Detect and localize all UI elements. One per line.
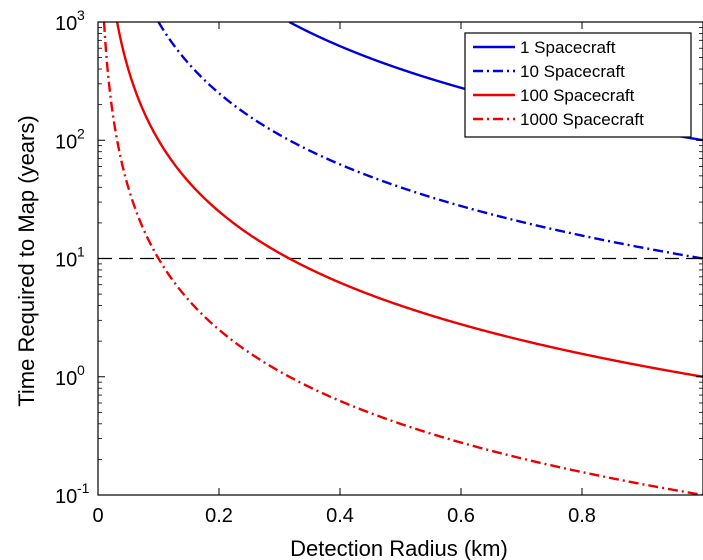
legend-label-3: 1000 Spacecraft: [520, 110, 644, 129]
x-tick-labels: 00.20.40.60.81: [92, 505, 596, 527]
y-tick-exponent: 1: [77, 244, 85, 260]
y-tick-label: 10 -1: [55, 480, 90, 508]
y-tick-exponent: 0: [77, 362, 85, 378]
y-axis-label: Time Required to Map (years): [14, 115, 39, 406]
y-tick-label: 10 1: [55, 244, 85, 272]
y-tick-base: 10: [55, 250, 77, 272]
x-tick-label: 0: [92, 505, 103, 527]
y-tick-base: 10: [55, 131, 77, 153]
y-tick-label: 10 2: [55, 125, 85, 153]
x-tick-label: 0.4: [326, 505, 354, 527]
y-tick-exponent: 2: [77, 125, 85, 141]
legend-label-0: 1 Spacecraft: [520, 38, 616, 57]
y-tick-label: 10 0: [55, 362, 85, 390]
x-tick-label: 0.6: [447, 505, 475, 527]
x-axis-label: Detection Radius (km): [290, 536, 508, 560]
y-tick-exponent: -1: [77, 480, 90, 496]
x-tick-label: 0.2: [205, 505, 233, 527]
y-tick-base: 10: [55, 368, 77, 390]
y-tick-base: 10: [55, 486, 77, 508]
series-line-2: [115, 22, 703, 378]
y-tick-exponent: 3: [77, 7, 85, 23]
legend: 1 Spacecraft 10 Spacecraft 100 Spacecraft 1…: [464, 32, 692, 138]
y-tick-label: 10 3: [55, 7, 85, 35]
axis-ticks: [97, 21, 703, 496]
legend-label-2: 100 Spacecraft: [520, 86, 635, 105]
x-tick-label: 0.8: [568, 505, 596, 527]
series-line-3: [102, 22, 703, 495]
legend-label-1: 10 Spacecraft: [520, 62, 625, 81]
y-tick-base: 10: [55, 13, 77, 35]
